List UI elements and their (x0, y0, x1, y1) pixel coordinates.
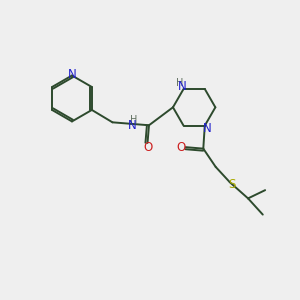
Text: O: O (143, 141, 152, 154)
Text: O: O (177, 141, 186, 154)
Text: N: N (128, 119, 136, 132)
Text: N: N (203, 122, 212, 134)
Text: H: H (130, 115, 137, 125)
Text: N: N (178, 80, 187, 93)
Text: N: N (68, 68, 76, 80)
Text: H: H (176, 78, 184, 88)
Text: S: S (229, 178, 236, 191)
